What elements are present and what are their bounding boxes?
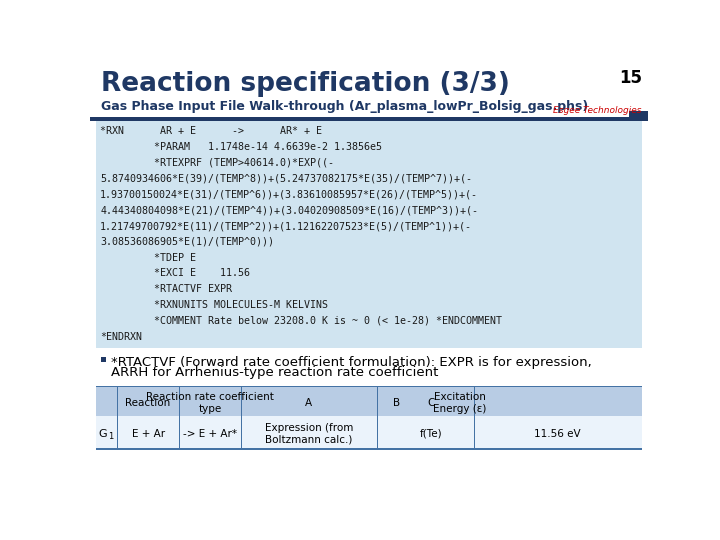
Text: Esgee Technologies: Esgee Technologies [554, 106, 642, 115]
Text: B: B [392, 398, 400, 408]
Text: Gas Phase Input File Walk-through (Ar_plasma_lowPr_Bolsig_gas.phs): Gas Phase Input File Walk-through (Ar_pl… [101, 100, 588, 113]
Text: 1.21749700792*E(11)/(TEMP^2))+(1.12162207523*E(5)/(TEMP^1))+(-: 1.21749700792*E(11)/(TEMP^2))+(1.1216220… [100, 221, 472, 231]
Text: *RXNUNITS MOLECULES-M KELVINS: *RXNUNITS MOLECULES-M KELVINS [100, 300, 328, 310]
Text: ARRH for Arrhenius-type reaction rate coefficient: ARRH for Arrhenius-type reaction rate co… [111, 366, 438, 379]
Text: E + Ar: E + Ar [132, 429, 165, 438]
Text: 5.8740934606*E(39)/(TEMP^8))+(5.24737082175*E(35)/(TEMP^7))+(-: 5.8740934606*E(39)/(TEMP^8))+(5.24737082… [100, 174, 472, 184]
Bar [446, 387, 447, 448]
Text: *TDEP E: *TDEP E [100, 253, 196, 262]
Bar [241, 387, 242, 448]
Text: Expression (from
Boltzmann calc.): Expression (from Boltzmann calc.) [265, 423, 353, 444]
Text: 4.44340804098*E(21)/(TEMP^4))+(3.04020908509*E(16)/(TEMP^3))+(-: 4.44340804098*E(21)/(TEMP^4))+(3.0402090… [100, 205, 478, 215]
Text: f(Te): f(Te) [420, 429, 442, 438]
Text: *EXCI E    11.56: *EXCI E 11.56 [100, 268, 250, 279]
Text: -> E + Ar*: -> E + Ar* [183, 429, 237, 438]
Text: 15: 15 [618, 69, 642, 86]
Bar [415, 387, 416, 448]
Text: Reaction rate coefficient
type: Reaction rate coefficient type [146, 392, 274, 414]
Text: Reaction: Reaction [125, 398, 171, 408]
Text: *COMMENT Rate below 23208.0 K is ~ 0 (< 1e-28) *ENDCOMMENT: *COMMENT Rate below 23208.0 K is ~ 0 (< … [100, 316, 502, 326]
Bar [96, 387, 642, 416]
Text: 11.56 eV: 11.56 eV [534, 429, 580, 438]
Text: 1: 1 [108, 432, 114, 441]
Text: C: C [427, 398, 435, 408]
Text: *RTEXPRF (TEMP>40614.0)*EXP((-: *RTEXPRF (TEMP>40614.0)*EXP((- [100, 158, 334, 168]
Bar [96, 416, 642, 448]
Bar [117, 387, 118, 448]
Text: 3.08536086905*E(1)/(TEMP^0))): 3.08536086905*E(1)/(TEMP^0))) [100, 237, 274, 247]
Text: *PARAM   1.1748e-14 4.6639e-2 1.3856e5: *PARAM 1.1748e-14 4.6639e-2 1.3856e5 [100, 142, 382, 152]
Text: *ENDRXN: *ENDRXN [100, 332, 142, 342]
Bar [96, 386, 642, 388]
Bar [96, 448, 642, 450]
Bar [96, 121, 642, 348]
Text: *RTACTVF EXPR: *RTACTVF EXPR [100, 284, 232, 294]
Bar [96, 416, 642, 417]
Text: *RTACTVF (Forward rate coefficient formulation): EXPR is for expression,: *RTACTVF (Forward rate coefficient formu… [111, 356, 592, 369]
Text: *RXN      AR + E      ->      AR* + E: *RXN AR + E -> AR* + E [100, 126, 322, 137]
Text: Reaction specification (3/3): Reaction specification (3/3) [101, 71, 510, 97]
Text: Excitation
Energy (ε): Excitation Energy (ε) [433, 392, 487, 414]
Text: G: G [98, 429, 107, 438]
Bar [101, 356, 107, 362]
Bar [377, 387, 378, 448]
Bar [90, 117, 648, 121]
Bar [179, 387, 180, 448]
Text: A: A [305, 398, 312, 408]
Text: 1.93700150024*E(31)/(TEMP^6))+(3.83610085957*E(26)/(TEMP^5))+(-: 1.93700150024*E(31)/(TEMP^6))+(3.8361008… [100, 190, 478, 200]
Bar [629, 111, 648, 121]
